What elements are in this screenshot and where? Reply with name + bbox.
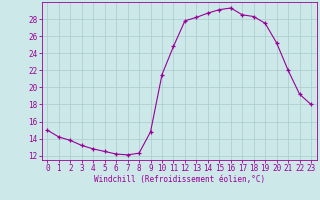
X-axis label: Windchill (Refroidissement éolien,°C): Windchill (Refroidissement éolien,°C)	[94, 175, 265, 184]
